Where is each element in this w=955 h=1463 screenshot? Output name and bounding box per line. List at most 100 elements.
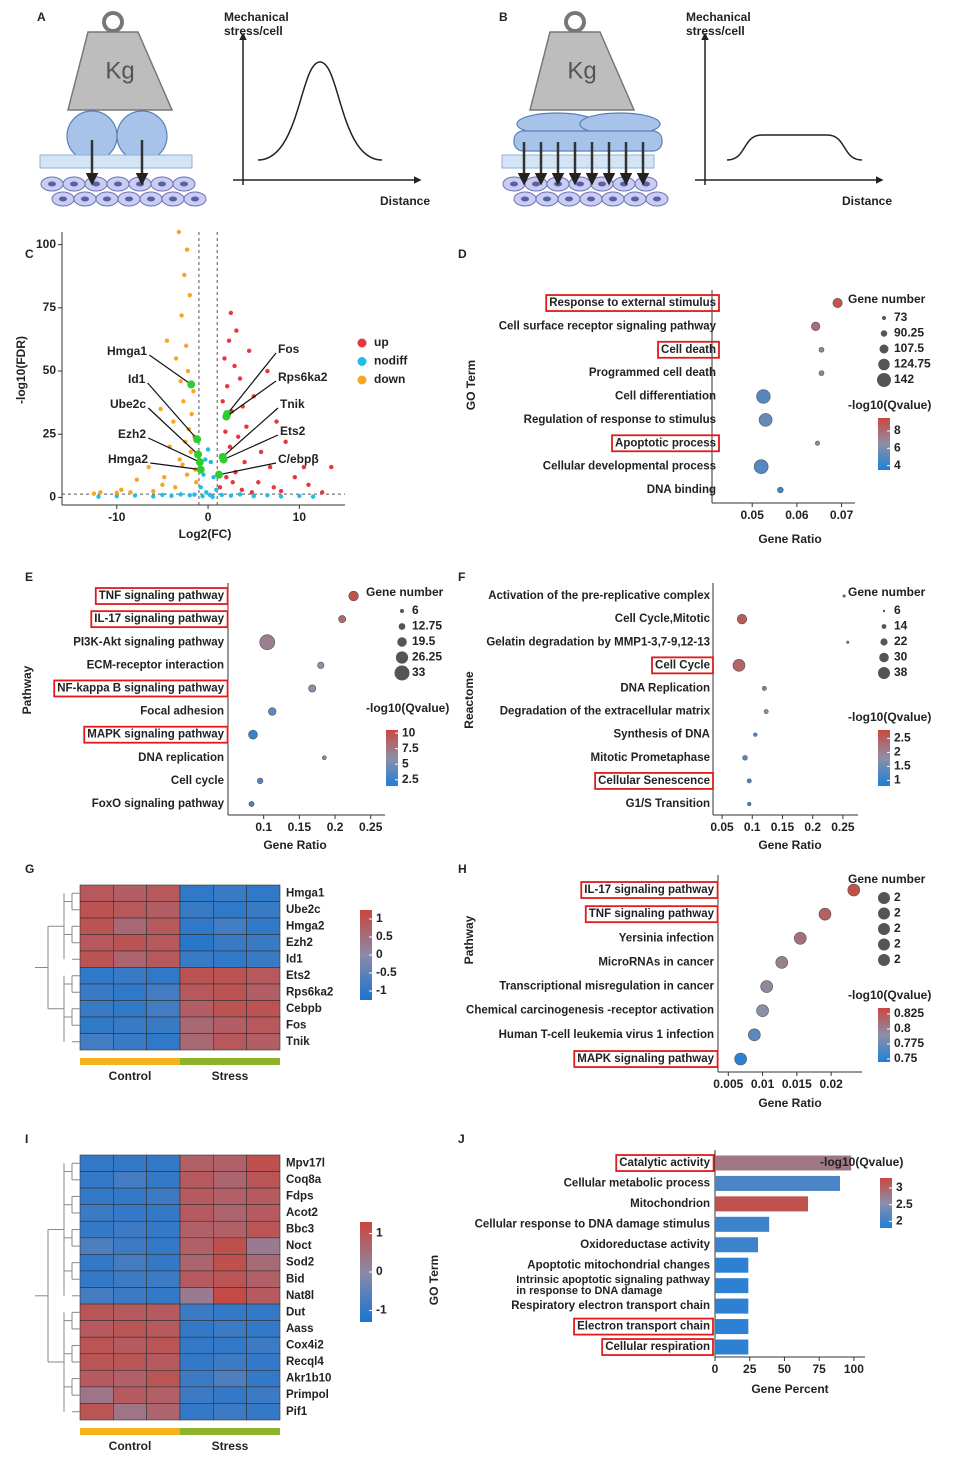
point — [191, 389, 196, 394]
highlight-point — [194, 450, 203, 459]
point — [151, 488, 156, 494]
highlight-point — [195, 458, 204, 467]
heatmap-cell — [79, 901, 114, 919]
heatmap-cell — [79, 1000, 114, 1018]
nucleus — [59, 196, 67, 202]
highlight-box — [594, 772, 714, 790]
heatmap-cell — [113, 934, 147, 952]
point — [258, 449, 264, 455]
point — [265, 492, 270, 498]
x-tick-label: 0.01 — [751, 1077, 775, 1091]
row-label: Fos — [286, 1019, 306, 1031]
size-legend-swatch — [878, 667, 890, 679]
category-label: Transcriptional misregulation in cancer — [499, 981, 714, 993]
heatmap-cell — [246, 884, 281, 902]
point — [201, 472, 206, 477]
y-tick-label: 25 — [43, 426, 57, 440]
row-label: Rps6ka2 — [286, 986, 333, 998]
row-label: Dut — [286, 1306, 305, 1318]
heatmap-cell — [179, 1033, 214, 1051]
point — [225, 383, 230, 389]
flattened-layer — [513, 130, 663, 152]
row-label: Ube2c — [286, 904, 321, 916]
leader-line — [222, 407, 279, 458]
nucleus — [576, 181, 584, 187]
category-label: Cell death — [661, 344, 716, 356]
point — [301, 464, 307, 470]
nucleus — [81, 196, 89, 202]
heatmap-cell — [79, 1220, 114, 1239]
bubble — [317, 661, 325, 669]
size-legend-swatch — [881, 624, 887, 629]
point — [193, 480, 199, 485]
category-label: Respiratory electron transport chain — [511, 1300, 710, 1312]
row-label: Recql4 — [286, 1356, 324, 1368]
heatmap-cell — [113, 1370, 147, 1388]
colorbar-label: 1.5 — [894, 759, 911, 773]
heatmap-cell — [146, 1220, 181, 1239]
category-label-wrap: Intrinsic apoptotic signaling pathway in… — [410, 1275, 710, 1297]
heatmap-cell — [79, 1254, 114, 1272]
heatmap-cell — [246, 1000, 281, 1018]
highlight-box — [573, 1050, 719, 1068]
category-label: Gelatin degradation by MMP1-3,7-9,12-13 — [486, 636, 710, 648]
point — [224, 474, 229, 480]
category-label: Apoptotic mitochondrial changes — [527, 1259, 710, 1271]
y-tick-label: 50 — [43, 363, 57, 377]
point — [210, 494, 215, 500]
colorbar-label: 1 — [376, 1226, 383, 1240]
x-tick-label: 0.02 — [819, 1077, 843, 1091]
point — [228, 310, 234, 316]
heatmap-cell — [113, 1000, 147, 1018]
bubble — [338, 615, 347, 624]
heatmap-cell — [179, 917, 214, 935]
panel-letter: C — [25, 247, 34, 261]
heatmap-cell — [146, 1303, 181, 1321]
bubble — [756, 1004, 769, 1018]
point — [180, 462, 185, 467]
nucleus — [70, 181, 78, 187]
point — [173, 485, 178, 490]
heatmap-cell — [179, 1171, 214, 1189]
point — [169, 493, 174, 499]
heatmap-cell — [246, 1287, 281, 1305]
y-axis-title: Pathway — [20, 665, 34, 714]
heatmap-cell — [146, 1386, 181, 1404]
category-label: Yersinia infection — [619, 932, 714, 944]
graph-y-label: stress/cell — [224, 24, 283, 38]
colorbar-label: 5 — [402, 756, 409, 770]
bubble — [248, 801, 255, 807]
colorbar-label: 2 — [894, 745, 901, 759]
heatmap-cell — [113, 1237, 147, 1255]
heatmap-cell — [146, 1016, 181, 1034]
point — [203, 457, 208, 462]
heatmap-cell — [213, 1403, 247, 1421]
size-legend-label: 12.75 — [412, 619, 442, 633]
heatmap-cell — [213, 1370, 247, 1388]
row-label: Noct — [286, 1240, 312, 1252]
point — [242, 459, 247, 465]
leader-line — [148, 437, 201, 463]
highlight-box — [615, 1154, 715, 1172]
category-label: Cell surface receptor signaling pathway — [499, 320, 717, 332]
highlight-point — [219, 455, 228, 464]
heatmap-cell — [246, 1370, 281, 1388]
bubble — [842, 594, 846, 598]
legend-label: nodiff — [374, 354, 408, 368]
heatmap-cell — [179, 1370, 214, 1388]
bubble — [259, 634, 276, 651]
row-label: Id1 — [286, 953, 303, 965]
category-label: MAPK signaling pathway — [87, 729, 224, 741]
leader-line — [218, 462, 277, 476]
point — [217, 485, 223, 490]
heatmap-cell — [213, 884, 247, 902]
bar — [715, 1278, 749, 1294]
colorbar-label: 7.5 — [402, 741, 419, 755]
colorbar — [880, 1178, 892, 1228]
heatmap-cell — [179, 1403, 214, 1421]
gene-label: Ube2c — [110, 397, 146, 411]
heatmap-cell — [146, 1353, 181, 1371]
x-tick-label: 0 — [205, 510, 212, 524]
heatmap-cell — [179, 967, 214, 985]
